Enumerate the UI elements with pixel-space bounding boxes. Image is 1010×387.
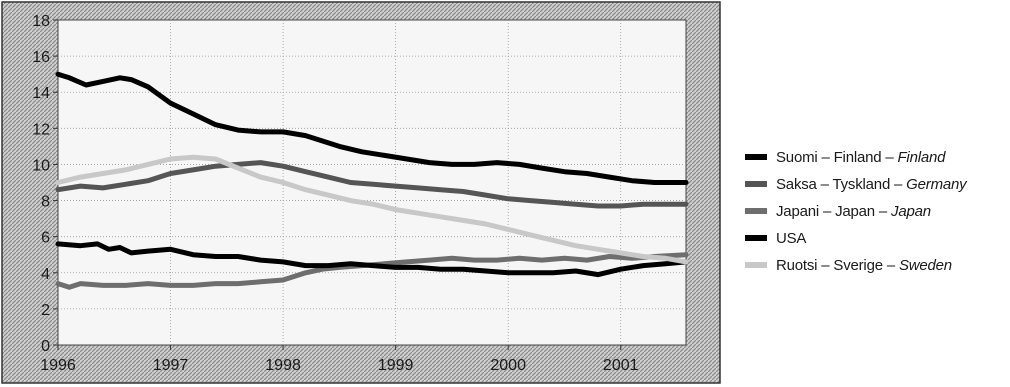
x-tick-label: 2000 bbox=[490, 357, 526, 374]
x-axis-tick-labels: 1996 1997 1998 1999 2000 2001 bbox=[40, 357, 638, 374]
series-line-2 bbox=[55, 160, 689, 209]
y-tick-label: 8 bbox=[41, 194, 50, 211]
gridlines bbox=[53, 19, 686, 350]
series-line-5 bbox=[55, 154, 689, 265]
y-tick-label: 0 bbox=[41, 338, 50, 355]
legend-label-text: Japani – Japan – bbox=[776, 202, 892, 220]
legend-swatch bbox=[745, 235, 767, 241]
legend-label-italic: Japan bbox=[891, 202, 931, 220]
legend-item: Japani – Japan – Japan bbox=[745, 200, 1007, 222]
y-tick-label: 4 bbox=[41, 266, 50, 283]
legend-label-text: Suomi – Finland – bbox=[776, 148, 898, 166]
series-line-4 bbox=[55, 241, 689, 278]
y-tick-label: 10 bbox=[32, 157, 50, 174]
legend-label-italic: Finland bbox=[897, 148, 946, 166]
y-tick-label: 14 bbox=[32, 85, 50, 102]
legend-item: Suomi – Finland – Finland bbox=[745, 146, 1007, 168]
x-tick-label: 1996 bbox=[40, 357, 76, 374]
legend-swatch bbox=[745, 154, 767, 160]
legend-label-text: USA bbox=[776, 229, 807, 247]
series-lines bbox=[55, 71, 689, 290]
series-line-3 bbox=[55, 252, 689, 290]
y-tick-label: 6 bbox=[41, 230, 50, 247]
x-tick-label: 1999 bbox=[378, 357, 414, 374]
legend-label-text: Saksa – Tyskland – bbox=[776, 175, 907, 193]
y-tick-label: 16 bbox=[32, 49, 50, 66]
y-axis-tick-labels: 0 2 4 6 8 10 12 14 16 18 bbox=[32, 13, 50, 355]
legend-item: Ruotsi – Sverige – Sweden bbox=[745, 254, 1007, 276]
y-tick-label: 12 bbox=[32, 121, 50, 138]
legend-label-text: Ruotsi – Sverige – bbox=[776, 256, 899, 274]
legend-label: Japani – Japan – Japan bbox=[776, 203, 931, 220]
x-tick-label: 1998 bbox=[265, 357, 301, 374]
legend-swatch bbox=[745, 262, 767, 268]
legend-item: Saksa – Tyskland – Germany bbox=[745, 173, 1007, 195]
legend-label: Ruotsi – Sverige – Sweden bbox=[776, 257, 952, 274]
y-tick-label: 2 bbox=[41, 302, 50, 319]
legend-label: Suomi – Finland – Finland bbox=[776, 149, 945, 166]
legend-label: USA bbox=[776, 230, 806, 247]
legend-label: Saksa – Tyskland – Germany bbox=[776, 175, 967, 193]
legend-label-italic: Germany bbox=[906, 175, 967, 193]
legend-item: USA bbox=[745, 227, 1007, 249]
x-tick-label: 1997 bbox=[153, 357, 189, 374]
legend-swatch bbox=[745, 181, 767, 187]
y-tick-label: 18 bbox=[32, 13, 50, 30]
series-line-1 bbox=[55, 71, 689, 185]
x-tick-label: 2001 bbox=[603, 357, 639, 374]
legend-swatch bbox=[745, 208, 767, 214]
legend: Suomi – Finland – Finland Saksa – Tysklan… bbox=[745, 146, 1007, 281]
line-chart: 0 2 4 6 8 10 12 14 16 18 1996 1997 1998 1999 2000 2001 bbox=[1, 1, 721, 384]
legend-label-italic: Sweden bbox=[898, 256, 952, 274]
